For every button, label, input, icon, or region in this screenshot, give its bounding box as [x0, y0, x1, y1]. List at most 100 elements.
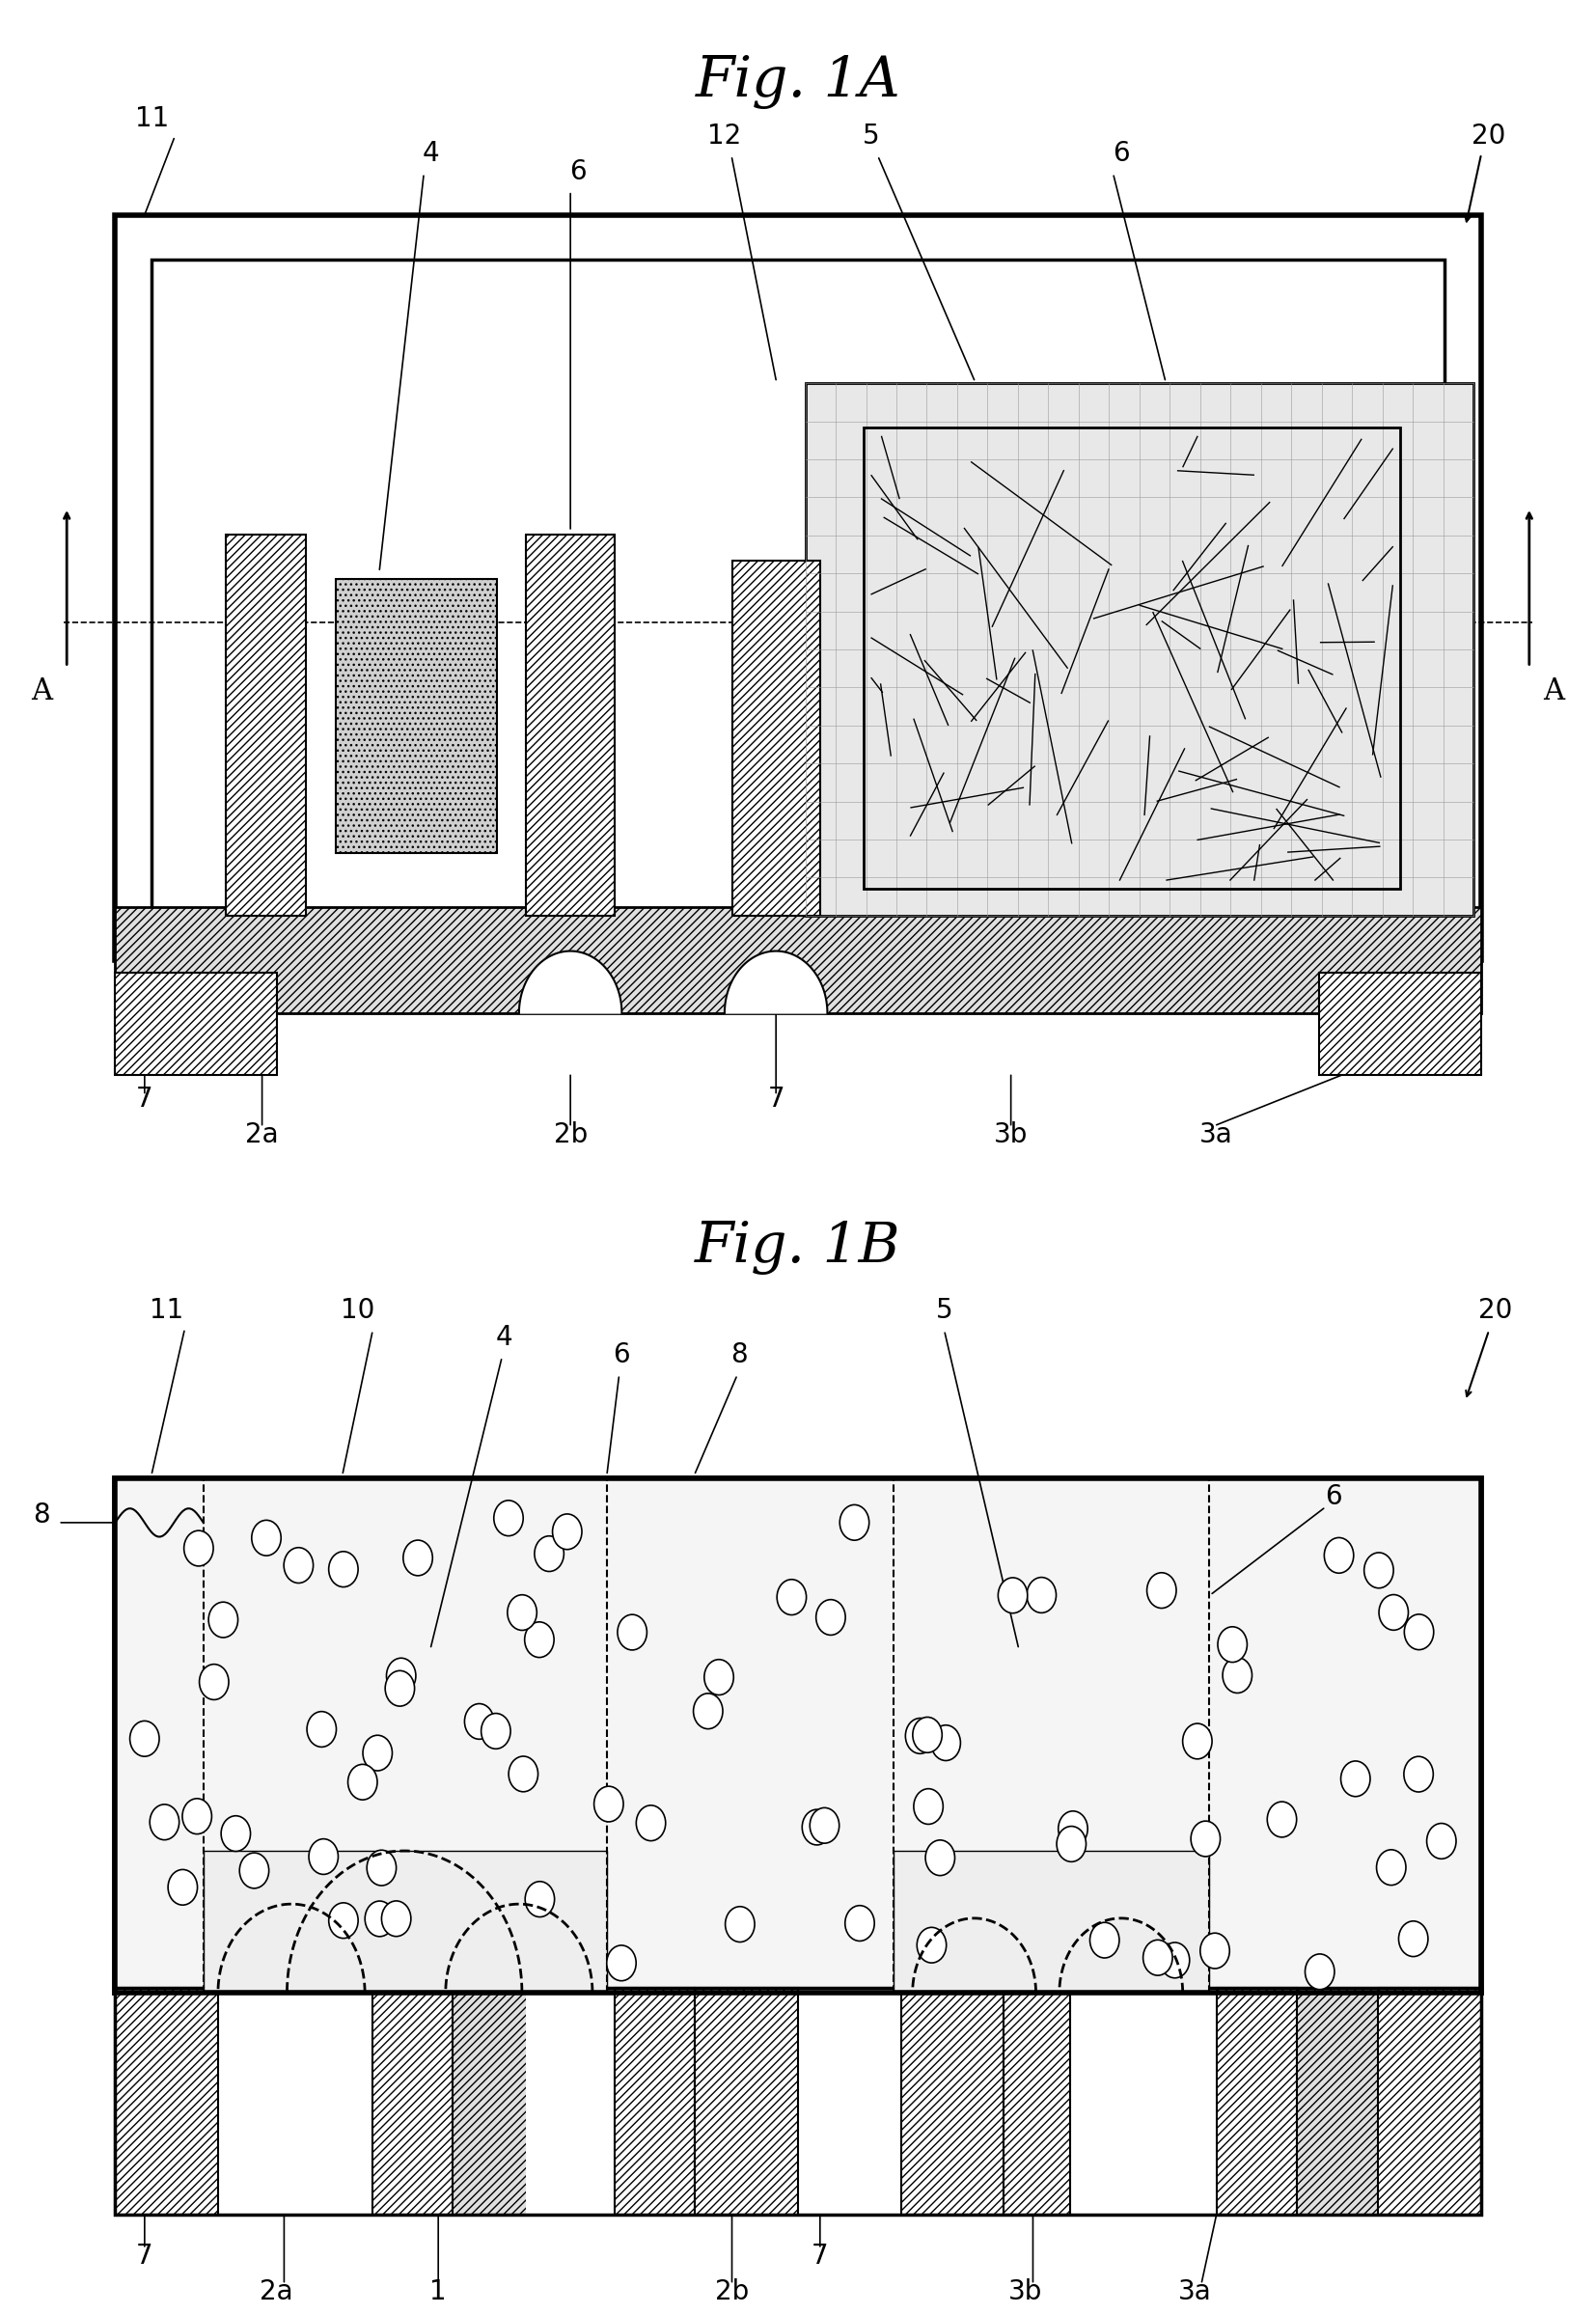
Circle shape: [386, 1659, 417, 1694]
Text: 2a: 2a: [260, 2279, 294, 2305]
Bar: [115, 1479, 1481, 1992]
Text: 3a: 3a: [1200, 1122, 1234, 1148]
Bar: [900, 1988, 1004, 2214]
Bar: [115, 1479, 1481, 1992]
Text: 2b: 2b: [554, 1122, 587, 1148]
Text: 8: 8: [34, 1502, 51, 1530]
Bar: [203, 1851, 606, 1992]
Circle shape: [150, 1805, 179, 1840]
Circle shape: [998, 1578, 1028, 1613]
Circle shape: [464, 1703, 493, 1740]
Bar: [152, 259, 1444, 916]
Circle shape: [525, 1881, 554, 1916]
Bar: [733, 560, 820, 916]
Circle shape: [1143, 1939, 1173, 1976]
Circle shape: [200, 1664, 228, 1701]
Circle shape: [704, 1659, 734, 1694]
Text: 7: 7: [768, 1085, 785, 1113]
Circle shape: [509, 1756, 538, 1791]
Text: 7: 7: [136, 1085, 153, 1113]
Circle shape: [777, 1580, 806, 1615]
Circle shape: [306, 1712, 337, 1747]
Circle shape: [1218, 1627, 1246, 1661]
Text: 3b: 3b: [1009, 2279, 1042, 2305]
Circle shape: [1160, 1941, 1189, 1978]
Circle shape: [1191, 1821, 1221, 1856]
Bar: [1216, 1988, 1298, 2214]
Circle shape: [1427, 1823, 1456, 1858]
Circle shape: [930, 1726, 961, 1761]
Circle shape: [905, 1719, 935, 1754]
Bar: [115, 1988, 1481, 2214]
Text: 7: 7: [136, 2242, 153, 2270]
Circle shape: [381, 1900, 410, 1937]
Bar: [115, 972, 276, 1076]
Circle shape: [618, 1615, 646, 1650]
Circle shape: [918, 1928, 946, 1962]
Circle shape: [1376, 1849, 1406, 1886]
Text: 6: 6: [1325, 1483, 1342, 1511]
Circle shape: [508, 1594, 536, 1631]
Circle shape: [1404, 1615, 1433, 1650]
Circle shape: [816, 1599, 846, 1636]
Circle shape: [637, 1805, 666, 1842]
Text: Fig. 1B: Fig. 1B: [694, 1219, 902, 1275]
Text: A: A: [1543, 676, 1564, 706]
Circle shape: [239, 1854, 268, 1888]
Text: 1: 1: [429, 2279, 447, 2305]
Circle shape: [480, 1712, 511, 1749]
Circle shape: [1223, 1657, 1251, 1694]
Circle shape: [844, 1904, 875, 1941]
Circle shape: [594, 1786, 624, 1821]
Text: 11: 11: [136, 104, 169, 132]
Polygon shape: [725, 951, 827, 1014]
Circle shape: [1379, 1594, 1408, 1629]
Bar: [335, 578, 496, 854]
Text: 6: 6: [1112, 141, 1130, 167]
Bar: [115, 215, 1481, 960]
Bar: [1320, 972, 1481, 1076]
Circle shape: [839, 1504, 870, 1541]
Circle shape: [1341, 1761, 1371, 1796]
Bar: [527, 535, 614, 916]
Circle shape: [552, 1513, 583, 1550]
Circle shape: [1365, 1553, 1393, 1587]
Circle shape: [606, 1946, 637, 1981]
Bar: [1004, 1988, 1069, 2214]
Circle shape: [1267, 1803, 1296, 1837]
Circle shape: [1404, 1756, 1433, 1791]
Circle shape: [913, 1717, 942, 1752]
Bar: [1069, 1988, 1224, 2214]
Circle shape: [404, 1541, 433, 1576]
Text: 5: 5: [863, 123, 879, 150]
Text: 7: 7: [811, 2242, 828, 2270]
Circle shape: [284, 1548, 313, 1583]
Bar: [798, 1988, 953, 2214]
Text: 12: 12: [707, 123, 742, 150]
Bar: [806, 384, 1473, 916]
Circle shape: [209, 1601, 238, 1638]
Circle shape: [1148, 1574, 1176, 1608]
Circle shape: [129, 1722, 160, 1756]
Text: 3b: 3b: [994, 1122, 1028, 1148]
Bar: [115, 1479, 1481, 1992]
Circle shape: [362, 1736, 393, 1770]
Bar: [115, 1988, 1481, 2214]
Circle shape: [525, 1622, 554, 1657]
Text: A: A: [32, 676, 53, 706]
Bar: [614, 1988, 696, 2214]
Text: 2a: 2a: [246, 1122, 279, 1148]
Bar: [115, 907, 1481, 1014]
Bar: [527, 1988, 680, 2214]
Bar: [115, 1988, 219, 2214]
Circle shape: [1058, 1812, 1087, 1847]
Circle shape: [222, 1816, 251, 1851]
Circle shape: [926, 1840, 954, 1877]
Bar: [1377, 1988, 1481, 2214]
Circle shape: [1200, 1932, 1229, 1969]
Circle shape: [365, 1902, 394, 1937]
Circle shape: [913, 1789, 943, 1823]
Text: 4: 4: [423, 141, 439, 167]
Polygon shape: [519, 951, 622, 1014]
Text: 6: 6: [570, 157, 586, 185]
